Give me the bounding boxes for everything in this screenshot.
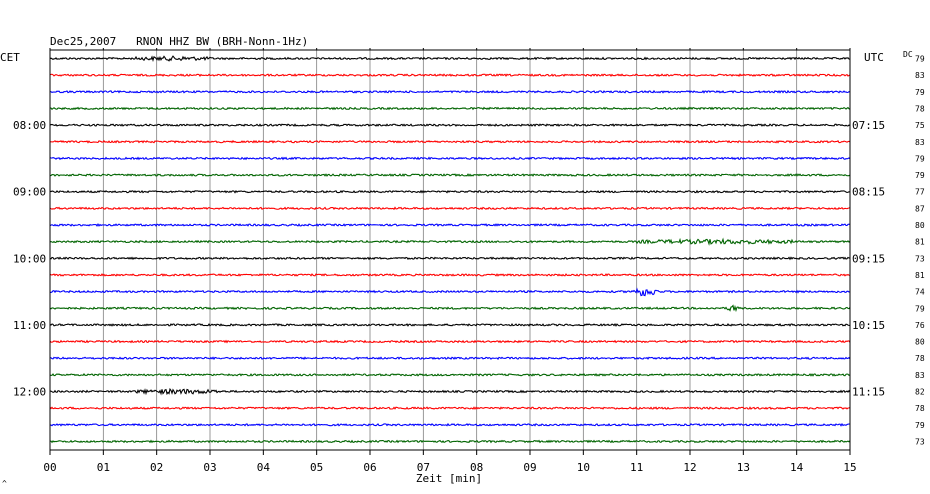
left-time-label: 09:00 [13, 186, 46, 199]
dc-offset-label: 87 [915, 204, 925, 213]
trace-line [49, 89, 851, 94]
x-tick-label: 08 [470, 461, 483, 474]
trace-line [49, 256, 851, 261]
x-tick-label: 11 [630, 461, 643, 474]
chart-title: Dec25,2007 RNON HHZ BW (BRH-Nonn-1Hz) [50, 35, 308, 48]
right-time-label: 08:15 [852, 186, 885, 199]
trace-line [49, 206, 851, 211]
dc-offset-label: 78 [915, 404, 925, 413]
trace-line [49, 223, 851, 227]
dc-offset-label: 80 [915, 338, 925, 347]
trace-line [49, 323, 851, 327]
dc-offset-label: 79 [915, 55, 925, 64]
right-time-label: 09:15 [852, 252, 885, 265]
dc-offset-label: 83 [915, 371, 925, 380]
trace-line [49, 139, 851, 144]
left-time-label: 10:00 [13, 252, 46, 265]
trace-line [49, 387, 851, 396]
x-tick-label: 13 [737, 461, 750, 474]
trace-line [49, 189, 851, 194]
left-time-label: 12:00 [13, 386, 46, 399]
trace-line [49, 356, 851, 361]
dc-offset-label: 82 [915, 388, 925, 397]
corner-mark: ^ [2, 479, 7, 488]
x-tick-label: 01 [97, 461, 110, 474]
dc-offset-label: 81 [915, 271, 925, 280]
dc-offset-label: 76 [915, 321, 925, 330]
dc-offset-label: 73 [915, 437, 925, 446]
trace-line [49, 406, 851, 411]
dc-offset-label: 83 [915, 71, 925, 80]
trace-line [49, 339, 851, 344]
dc-label: DC [903, 50, 913, 59]
x-tick-label: 14 [790, 461, 804, 474]
trace-line [49, 123, 851, 127]
dc-offset-label: 75 [915, 121, 925, 130]
trace-line [49, 156, 851, 161]
dc-offset-label: 81 [915, 238, 925, 247]
x-tick-label: 07 [417, 461, 430, 474]
dc-offset-label: 79 [915, 154, 925, 163]
right-timezone-label: UTC [864, 51, 884, 64]
dc-offset-label: 78 [915, 104, 925, 113]
trace-line [49, 304, 851, 313]
grid-lines [102, 50, 798, 450]
x-tick-label: 02 [150, 461, 163, 474]
left-time-label: 08:00 [13, 119, 46, 132]
x-tick-label: 00 [43, 461, 56, 474]
x-tick-label: 10 [577, 461, 590, 474]
x-tick-label: 09 [523, 461, 536, 474]
x-tick-label: 03 [203, 461, 216, 474]
dc-offset-label: 73 [915, 254, 925, 263]
dc-offset-label: 79 [915, 304, 925, 313]
left-timezone-label: CET [0, 51, 20, 64]
x-tick-label: 12 [683, 461, 696, 474]
right-time-label: 10:15 [852, 319, 885, 332]
dc-offset-label: 78 [915, 354, 925, 363]
trace-line [49, 273, 851, 277]
trace-line [49, 439, 851, 444]
dc-offset-label: 80 [915, 221, 925, 230]
dc-offset-label: 74 [915, 288, 925, 297]
x-axis-label: Zeit [min] [416, 472, 482, 485]
trace-line [49, 73, 851, 78]
trace-line [49, 372, 851, 377]
axis-labels: 00 01 02 03 04 05 06 07 08 09 10 11 12 13 14 15 08:00 09:… [13, 48, 925, 474]
left-time-label: 11:00 [13, 319, 46, 332]
trace-line [49, 237, 851, 246]
right-time-label: 11:15 [852, 386, 885, 399]
dc-offset-label: 77 [915, 188, 925, 197]
trace-line [49, 173, 851, 177]
x-tick-label: 04 [257, 461, 271, 474]
trace-line [49, 106, 851, 111]
trace-line [49, 287, 851, 297]
trace-line [49, 422, 851, 427]
x-tick-label: 05 [310, 461, 323, 474]
dc-offset-label: 79 [915, 88, 925, 97]
right-time-label: 07:15 [852, 119, 885, 132]
trace-line [49, 55, 851, 63]
plot-frame [49, 49, 851, 451]
dc-offset-label: 79 [915, 421, 925, 430]
x-tick-label: 06 [363, 461, 376, 474]
x-tick-label: 15 [843, 461, 856, 474]
dc-offset-label: 83 [915, 138, 925, 147]
dc-offset-label: 79 [915, 171, 925, 180]
trace-lines [49, 55, 851, 444]
